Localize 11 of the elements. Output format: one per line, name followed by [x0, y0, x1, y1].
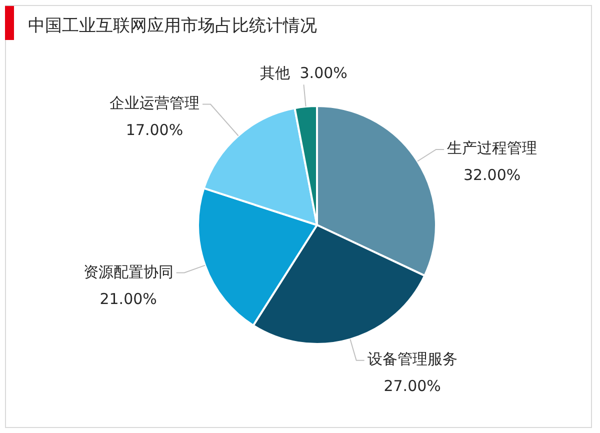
category-label: 生产过程管理 — [447, 139, 538, 158]
data-label: 17.00% — [126, 121, 184, 140]
category-label: 资源配置协同 — [83, 262, 174, 281]
category-label: 设备管理服务 — [367, 350, 458, 368]
chart-title: 中国工业互联网应用市场占比统计情况 — [28, 16, 317, 36]
category-label: 其他 — [260, 64, 290, 82]
data-label: 32.00% — [463, 166, 521, 184]
data-label: 3.00% — [300, 64, 348, 82]
category-label: 企业运营管理 — [110, 94, 200, 112]
data-label: 21.00% — [100, 290, 157, 308]
data-label: 27.00% — [384, 377, 441, 396]
